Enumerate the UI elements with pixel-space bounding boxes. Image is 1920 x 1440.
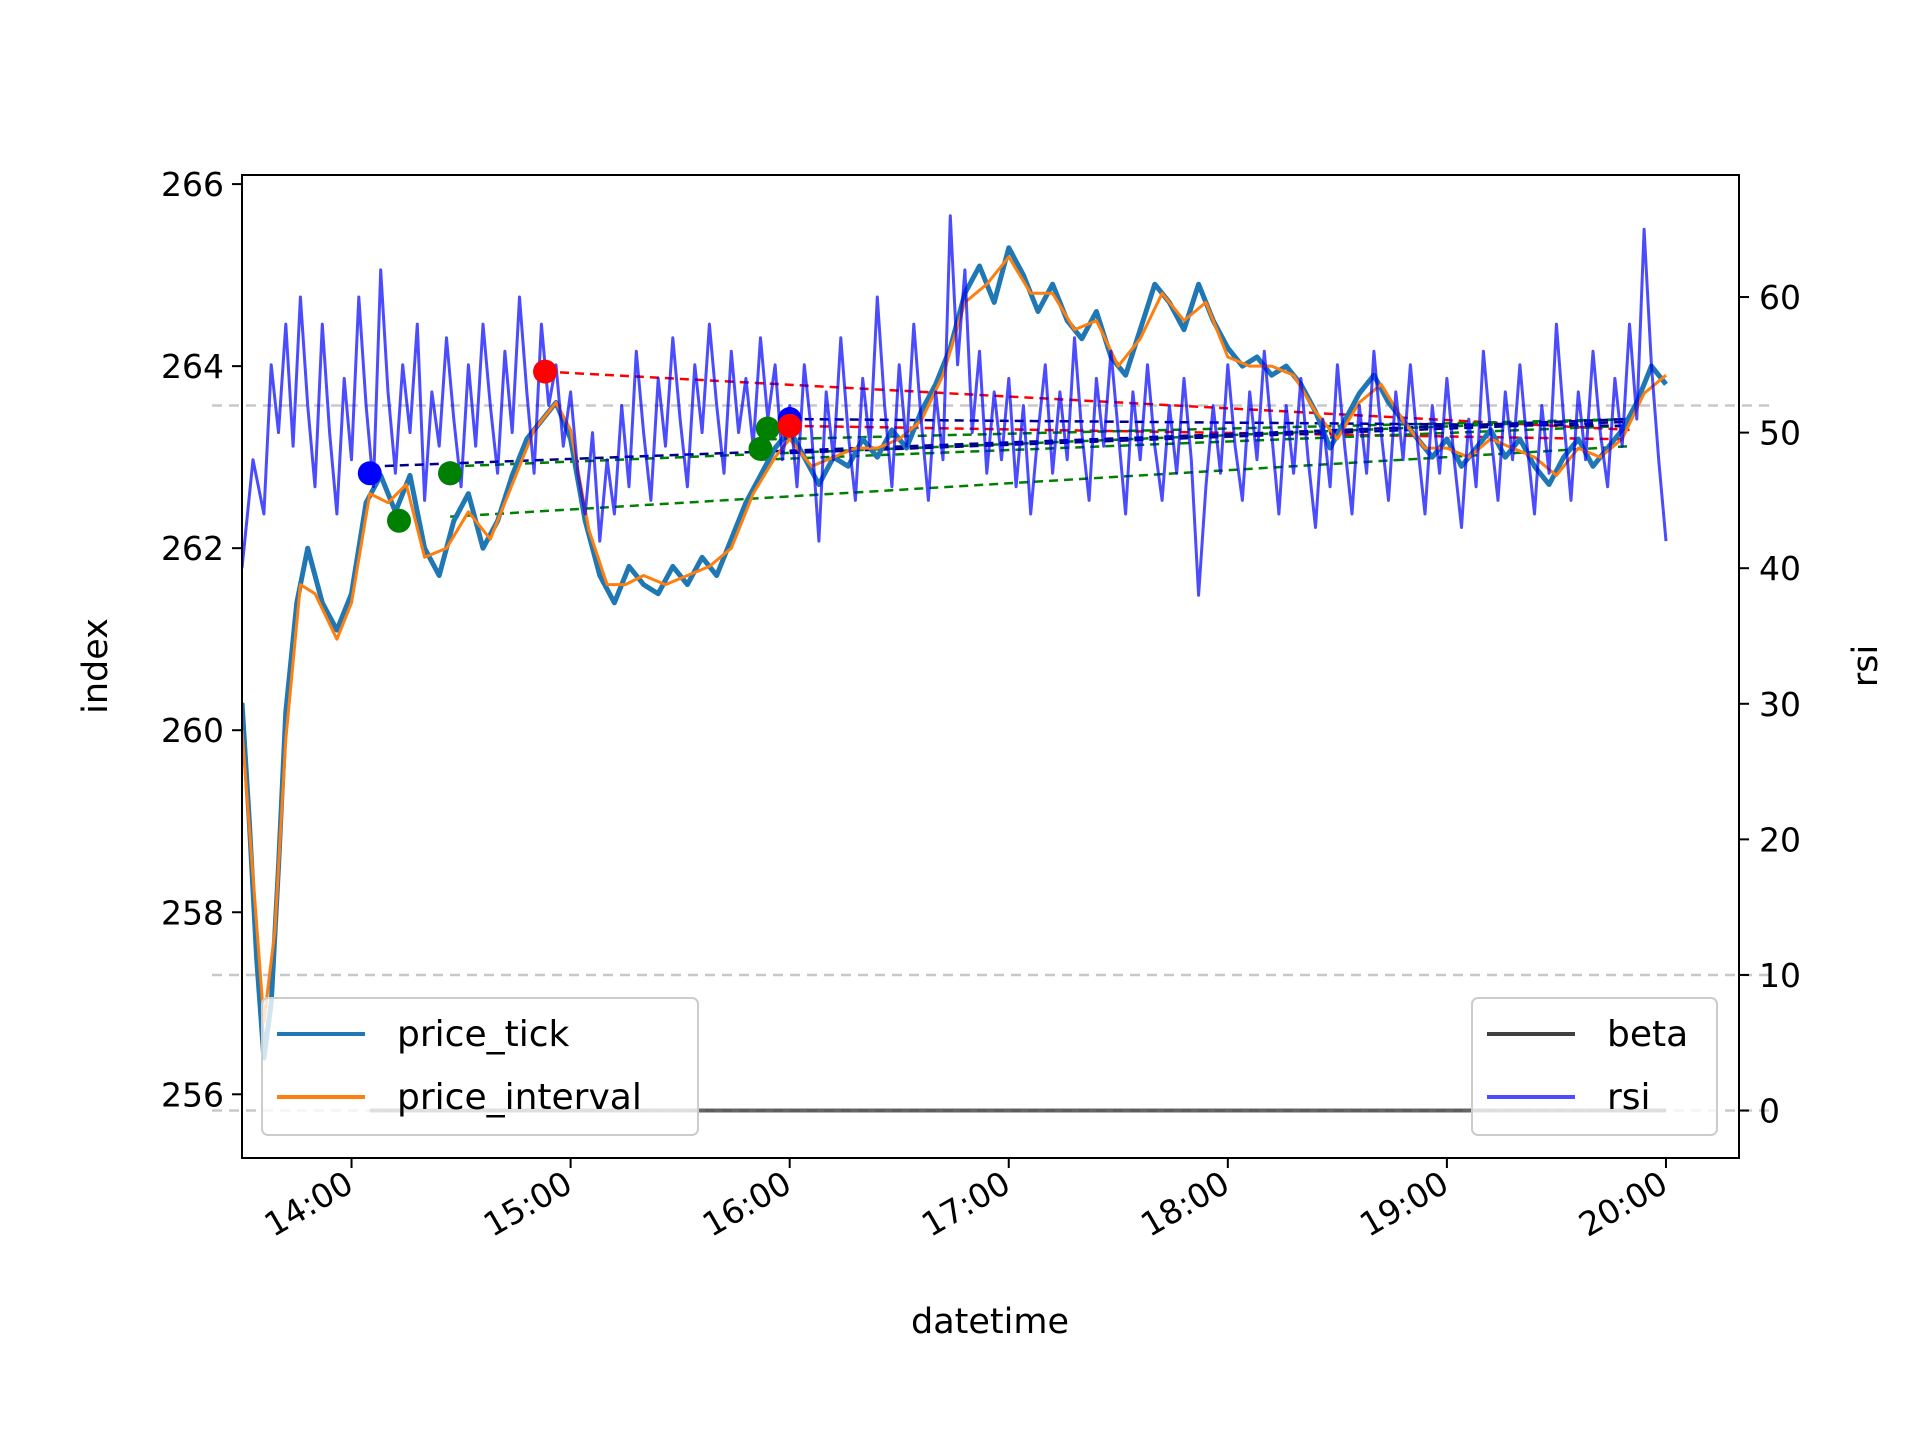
right-tick-label-40: 40 (1759, 549, 1801, 588)
left-tick-label-264: 264 (161, 347, 224, 386)
right-tick-label-0: 0 (1759, 1092, 1780, 1131)
right-tick-label-30: 30 (1759, 685, 1801, 724)
left-tick-label-256: 256 (161, 1075, 224, 1114)
trend-line-9 (789, 417, 1630, 428)
trend-line-4 (450, 444, 1630, 518)
signal-marker-3-1 (533, 359, 558, 384)
left-tick-label-266: 266 (161, 165, 224, 204)
legend-label-beta: beta (1607, 1014, 1688, 1055)
plot-frame (241, 174, 1740, 1159)
series-line-price-interval (242, 255, 1667, 1023)
left-y-axis-label: index (76, 618, 116, 714)
left-tick-label-260: 260 (161, 711, 224, 750)
signal-marker-2-1 (387, 508, 412, 533)
signal-marker-3-2 (777, 413, 802, 438)
legend-label-price-tick: price_tick (397, 1014, 570, 1055)
signal-marker-1-1 (357, 461, 382, 486)
legend-left: price_tick price_interval (261, 997, 699, 1136)
left-tick-label-262: 262 (161, 529, 224, 568)
right-tick-label-10: 10 (1759, 956, 1801, 995)
right-y-axis: 0 10 20 30 40 50 60 (1739, 278, 1801, 1131)
right-y-axis-label: rsi (1846, 645, 1886, 687)
x-axis-label: datetime (911, 1302, 1069, 1342)
left-tick-label-258: 258 (161, 893, 224, 932)
trend-line-2 (789, 424, 1630, 441)
trend-line-5 (760, 424, 1630, 461)
trend-line-1 (544, 370, 1630, 432)
legend-label-rsi: rsi (1607, 1077, 1651, 1118)
legend-label-price-interval: price_interval (397, 1077, 642, 1118)
right-tick-label-60: 60 (1759, 278, 1801, 317)
series-line-rsi (242, 214, 1668, 597)
signal-marker-2-4 (755, 416, 780, 441)
right-tick-label-20: 20 (1759, 820, 1801, 859)
left-y-axis: 256 258 260 262 264 266 (161, 165, 242, 1114)
legend-left-box (261, 997, 699, 1136)
signal-marker-2-2 (438, 461, 463, 486)
signal-markers (357, 359, 802, 533)
right-tick-label-50: 50 (1759, 414, 1801, 453)
legend-right: beta rsi (1471, 997, 1718, 1136)
signal-marker-2-3 (748, 436, 773, 461)
